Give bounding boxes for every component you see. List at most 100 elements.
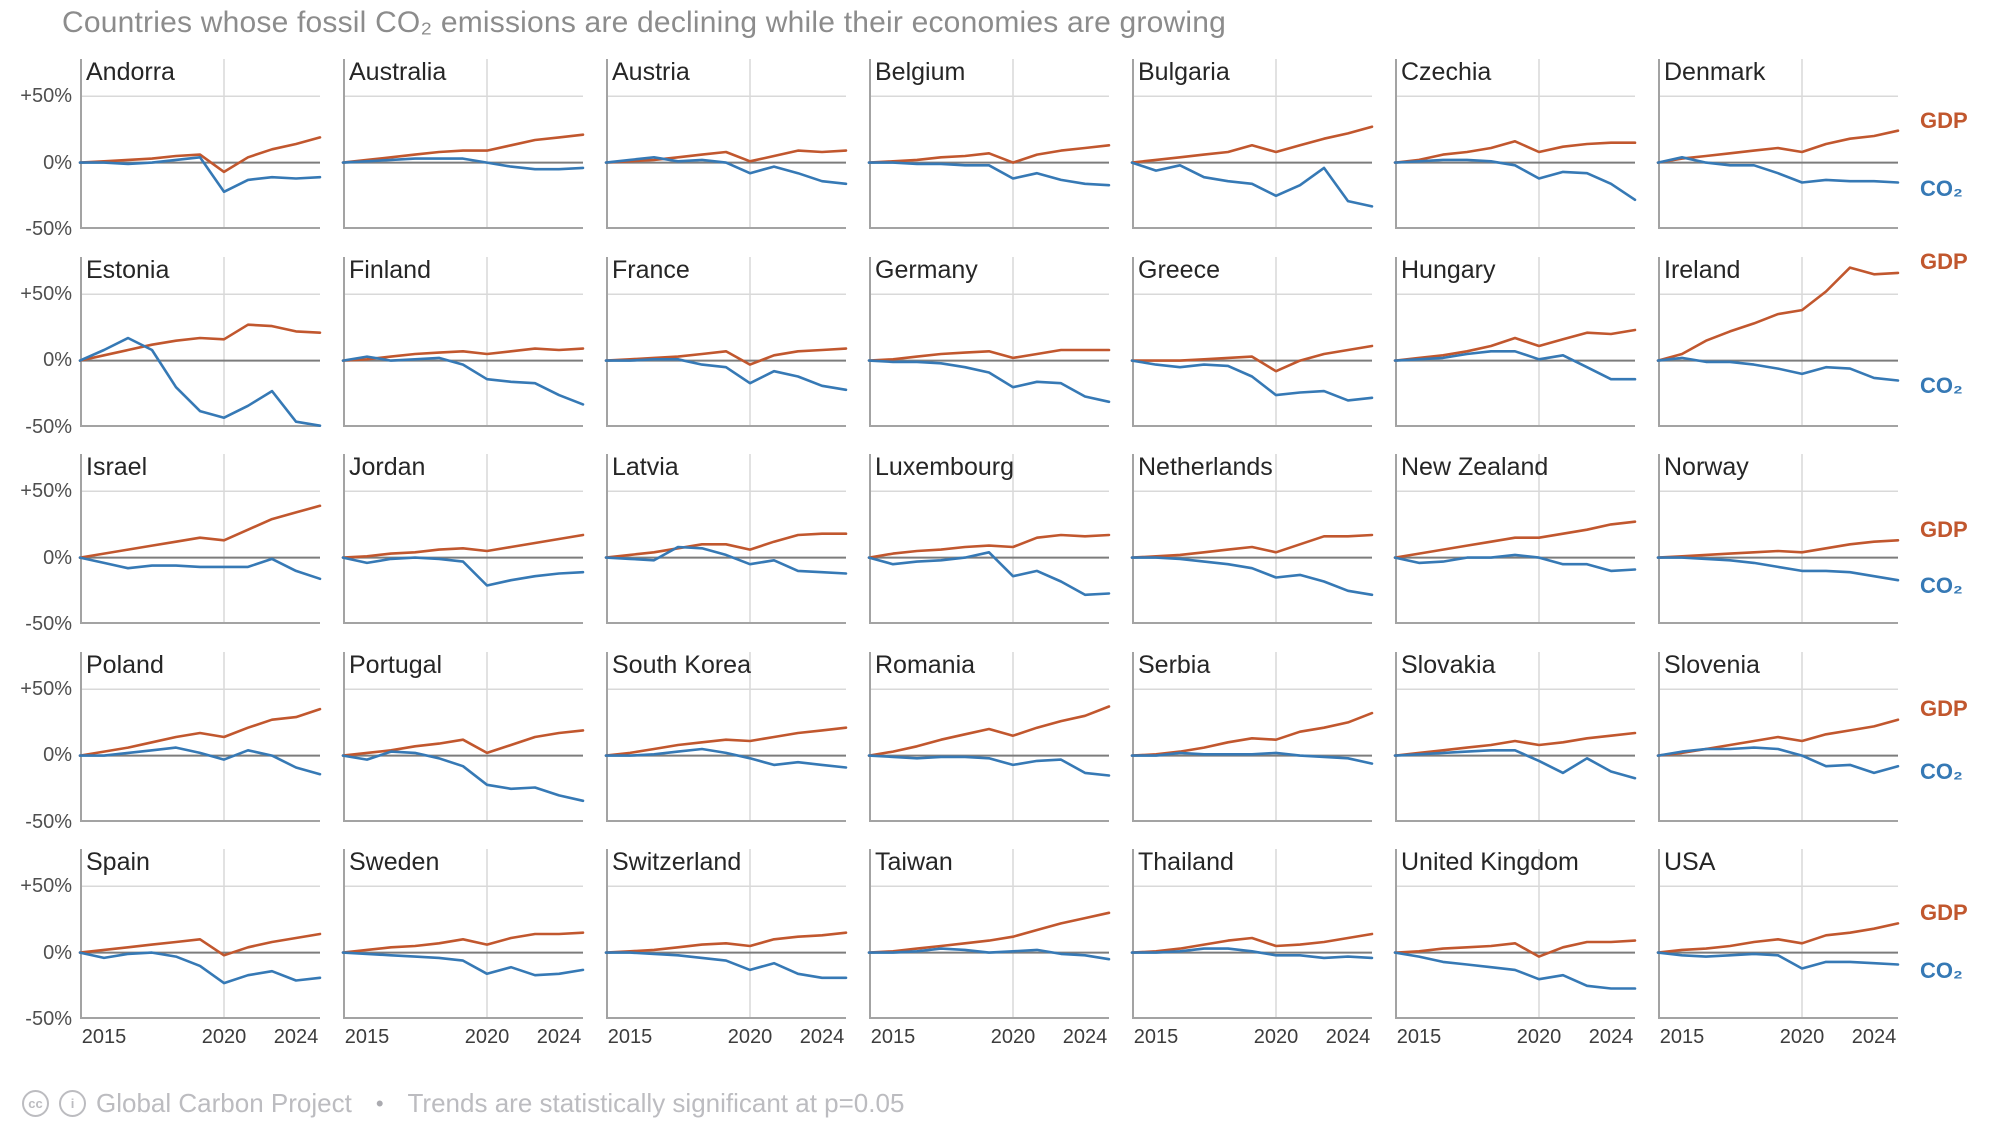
- country-label: Slovenia: [1664, 650, 1760, 679]
- y-tick-label: +50%: [20, 85, 72, 108]
- x-tick-label: 2015: [870, 1026, 916, 1048]
- subplot-svg: [604, 59, 848, 229]
- gdp-line: [78, 322, 322, 362]
- co2-line: [1393, 748, 1637, 779]
- y-tick-label: +50%: [20, 480, 72, 503]
- country-label: Norway: [1664, 453, 1749, 481]
- subplot-svg: [1656, 454, 1900, 624]
- co2-line: [341, 749, 585, 802]
- country-label: Sweden: [349, 848, 440, 876]
- co2-line: [604, 747, 848, 769]
- country-label: Jordan: [349, 453, 426, 481]
- attribution-icon: i: [59, 1090, 86, 1117]
- co2-line: [867, 358, 1111, 403]
- country-label: Denmark: [1664, 58, 1766, 86]
- gdp-line: [78, 136, 322, 174]
- subplot-svg: [78, 59, 322, 229]
- co2-line: [341, 556, 585, 587]
- country-label: Luxembourg: [875, 453, 1014, 481]
- country-subplot-ireland: Ireland: [1656, 256, 1900, 427]
- gdp-line: [1656, 539, 1900, 559]
- subplot-svg: [78, 454, 322, 624]
- x-tick-label: 2024: [1851, 1026, 1897, 1048]
- subplot-svg: [604, 256, 848, 427]
- y-tick-label: -50%: [25, 810, 72, 833]
- x-tick-label: 2020: [990, 1026, 1036, 1048]
- gdp-line: [1656, 265, 1900, 362]
- country-subplot-united-kingdom: United Kingdom: [1393, 848, 1637, 1019]
- country-subplot-france: France: [604, 256, 848, 427]
- gdp-legend-label: GDP: [1920, 249, 1968, 275]
- subplot-svg: [1656, 651, 1900, 822]
- country-label: Estonia: [86, 255, 170, 284]
- country-subplot-serbia: Serbia: [1130, 650, 1374, 822]
- co2-legend-label: CO₂: [1920, 573, 1963, 599]
- country-subplot-thailand: Thailand: [1130, 848, 1374, 1019]
- co2-line: [1130, 751, 1374, 765]
- x-tick-label: 2020: [464, 1026, 510, 1048]
- gdp-line: [78, 707, 322, 757]
- country-label: Spain: [86, 848, 150, 876]
- country-label: United Kingdom: [1401, 848, 1579, 876]
- country-label: Finland: [349, 255, 431, 284]
- gdp-line: [1130, 344, 1374, 372]
- subplot-svg: [341, 849, 585, 1019]
- co2-line: [341, 157, 585, 171]
- subplot-svg: [867, 59, 1111, 229]
- subplot-svg: [341, 256, 585, 427]
- gdp-line: [341, 346, 585, 362]
- x-tick-label: 2015: [1133, 1026, 1179, 1048]
- subplot-svg: [867, 849, 1111, 1019]
- gdp-line: [341, 133, 585, 164]
- country-subplot-germany: Germany: [867, 256, 1111, 427]
- subplot-svg: [78, 651, 322, 822]
- country-label: Serbia: [1138, 650, 1211, 679]
- subplot-svg: [1130, 849, 1374, 1019]
- co2-line: [1393, 951, 1637, 990]
- co2-legend-label: CO₂: [1920, 175, 1963, 201]
- gdp-line: [1393, 731, 1637, 757]
- country-label: Latvia: [612, 453, 679, 481]
- gdp-line: [1393, 140, 1637, 164]
- country-label: Bulgaria: [1138, 58, 1230, 86]
- footer: cc i Global Carbon Project • Trends are …: [22, 1088, 904, 1119]
- country-subplot-new-zealand: New Zealand: [1393, 453, 1637, 624]
- subplot-svg: [1656, 256, 1900, 427]
- y-tick-label: +50%: [20, 677, 72, 700]
- gdp-line: [1130, 932, 1374, 954]
- y-tick-label: -50%: [25, 1008, 72, 1030]
- country-subplot-taiwan: Taiwan: [867, 848, 1111, 1019]
- gdp-line: [867, 704, 1111, 757]
- co2-line: [867, 947, 1111, 961]
- co2-line: [341, 951, 585, 977]
- co2-line: [1656, 745, 1900, 774]
- x-tick-label: 2024: [799, 1026, 845, 1048]
- country-subplot-poland: Poland: [78, 651, 322, 822]
- country-subplot-australia: Australia: [341, 58, 585, 229]
- subplot-svg: [1656, 59, 1900, 229]
- country-label: Greece: [1138, 255, 1220, 284]
- gdp-legend-label: GDP: [1920, 696, 1968, 722]
- x-tick-label: 2020: [1779, 1026, 1825, 1048]
- subplot-svg: [1656, 849, 1900, 1019]
- gdp-line: [1130, 533, 1374, 559]
- co2-line: [78, 556, 322, 581]
- gdp-line: [604, 346, 848, 366]
- co2-line: [1393, 349, 1637, 380]
- x-tick-label: 2015: [81, 1026, 127, 1048]
- country-label: Taiwan: [875, 848, 953, 876]
- co2-legend-label: CO₂: [1920, 758, 1963, 784]
- y-tick-label: 0%: [43, 151, 72, 174]
- footer-bullet: •: [375, 1090, 384, 1116]
- co2-line: [867, 161, 1111, 187]
- co2-line: [1656, 556, 1900, 582]
- subplot-svg: [341, 651, 585, 822]
- x-tick-label: 2024: [536, 1026, 582, 1048]
- y-tick-label: 0%: [43, 546, 72, 569]
- country-label: USA: [1664, 848, 1716, 876]
- co2-line: [604, 357, 848, 391]
- country-subplot-latvia: Latvia: [604, 453, 848, 624]
- co2-legend-label: CO₂: [1920, 373, 1963, 399]
- country-subplot-andorra: Andorra: [78, 58, 322, 229]
- country-subplot-greece: Greece: [1130, 255, 1374, 427]
